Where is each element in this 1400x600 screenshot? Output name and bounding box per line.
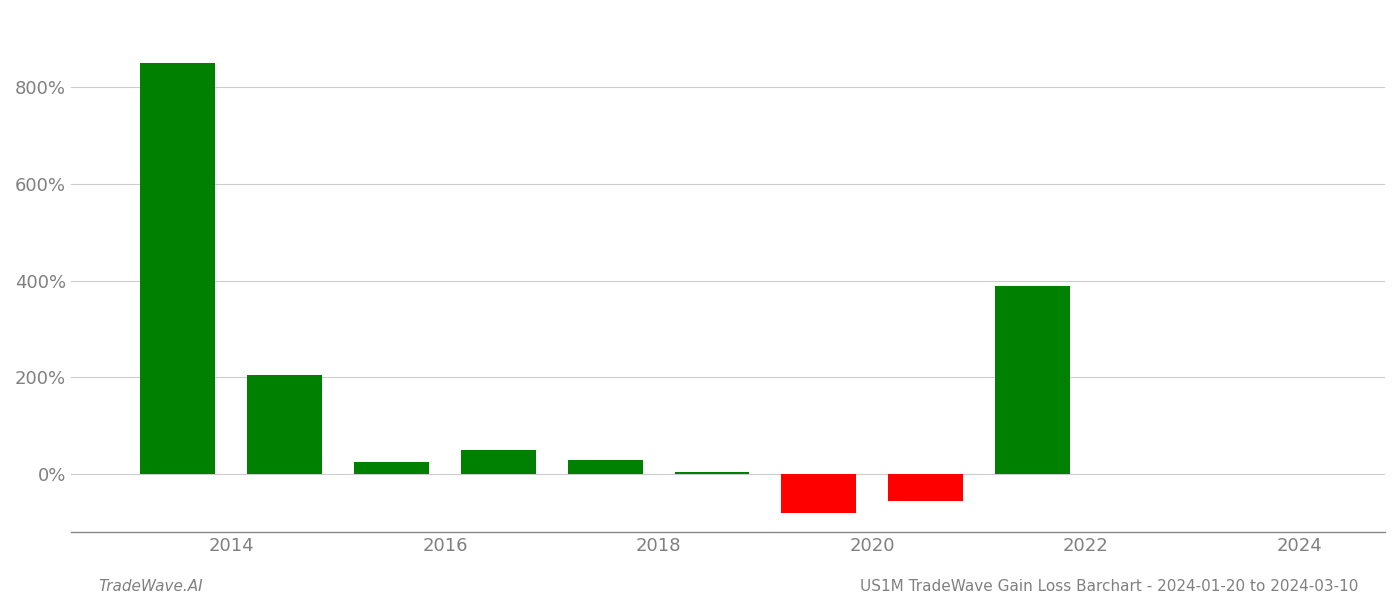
Bar bbox=[140, 64, 216, 474]
Text: US1M TradeWave Gain Loss Barchart - 2024-01-20 to 2024-03-10: US1M TradeWave Gain Loss Barchart - 2024… bbox=[860, 579, 1358, 594]
Bar bbox=[995, 286, 1070, 474]
Bar bbox=[781, 474, 857, 513]
Bar bbox=[568, 460, 643, 474]
Bar bbox=[354, 462, 428, 474]
Bar bbox=[461, 450, 536, 474]
Text: TradeWave.AI: TradeWave.AI bbox=[98, 579, 203, 594]
Bar bbox=[675, 472, 749, 474]
Bar bbox=[888, 474, 963, 501]
Bar bbox=[248, 375, 322, 474]
